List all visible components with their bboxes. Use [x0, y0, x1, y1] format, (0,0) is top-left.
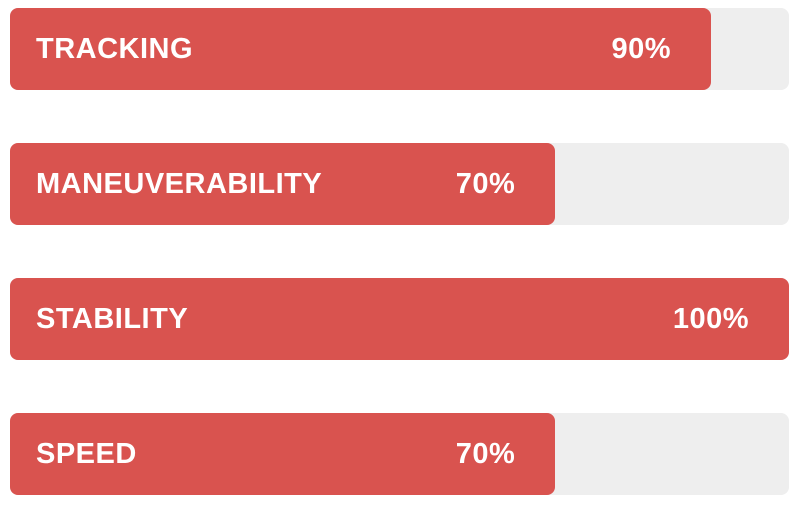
stat-value: 100%	[672, 302, 749, 335]
stat-label: MANEUVERABILITY	[36, 167, 323, 200]
progress-fill: SPEED 70%	[10, 413, 556, 495]
progress-fill: STABILITY 100%	[10, 278, 789, 360]
stat-label: TRACKING	[36, 32, 194, 65]
progress-fill: TRACKING 90%	[10, 8, 712, 90]
stat-value: 90%	[611, 32, 672, 65]
stat-row-maneuverability: MANEUVERABILITY 70%	[10, 143, 789, 225]
stat-row-stability: STABILITY 100%	[10, 278, 789, 360]
stat-label: SPEED	[36, 437, 137, 470]
stat-row-speed: SPEED 70%	[10, 413, 789, 495]
stat-label: STABILITY	[36, 302, 189, 335]
stat-value: 70%	[455, 167, 516, 200]
stat-row-tracking: TRACKING 90%	[10, 8, 789, 90]
progress-fill: MANEUVERABILITY 70%	[10, 143, 556, 225]
stat-value: 70%	[455, 437, 516, 470]
stat-bar-chart: TRACKING 90% MANEUVERABILITY 70% STABILI…	[10, 8, 789, 495]
